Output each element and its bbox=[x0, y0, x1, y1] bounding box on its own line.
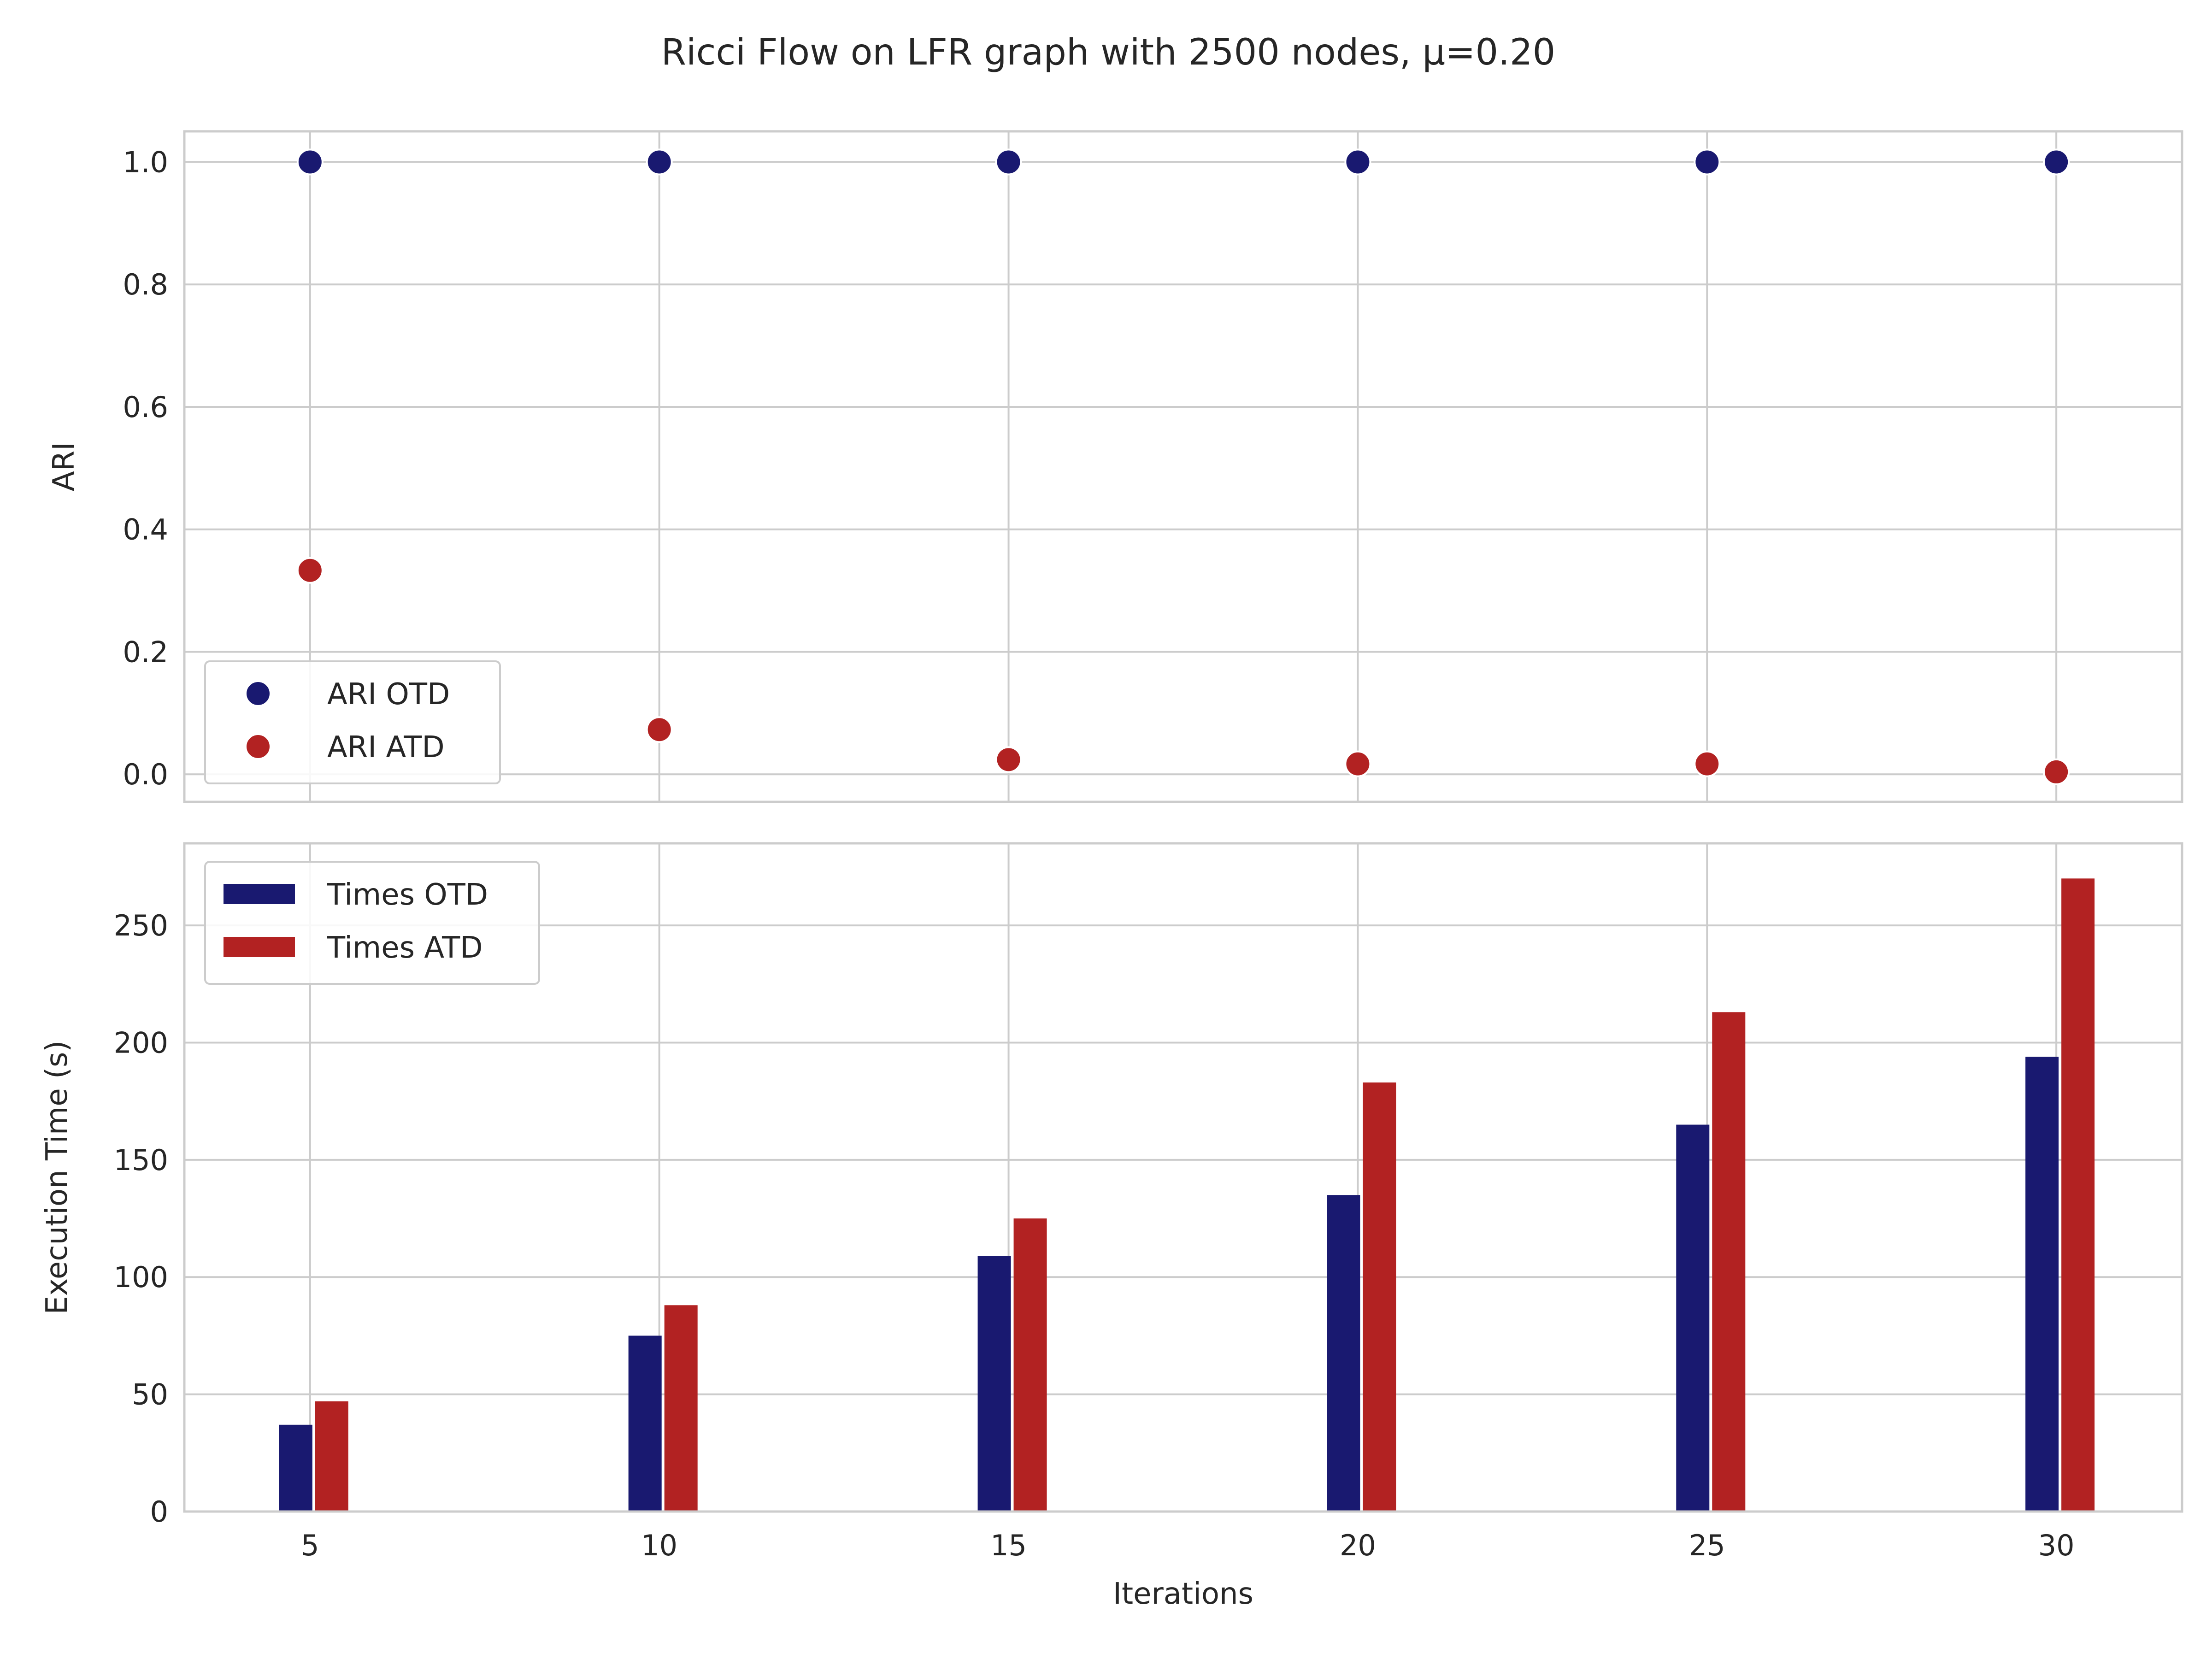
time-otd-bar bbox=[1676, 1124, 1710, 1512]
time-otd-bar bbox=[2025, 1056, 2059, 1512]
ari-axes-frame bbox=[183, 130, 2183, 803]
time-atd-bar bbox=[1013, 1218, 1047, 1512]
ari-y-tick-label: 0.2 bbox=[123, 635, 168, 669]
time-y-tick-label: 100 bbox=[114, 1260, 168, 1294]
ari-gridlines bbox=[184, 131, 2182, 802]
ari-points bbox=[296, 148, 2070, 785]
time-atd-bar bbox=[1712, 1012, 1746, 1512]
time-legend-swatch bbox=[224, 937, 295, 957]
x-tick-label: 15 bbox=[990, 1529, 1027, 1562]
time-y-tick-label: 200 bbox=[114, 1026, 168, 1059]
ari-otd-point bbox=[1694, 148, 1721, 176]
ari-atd-point bbox=[995, 746, 1022, 773]
x-tick-label: 20 bbox=[1340, 1529, 1376, 1562]
ari-otd-point bbox=[296, 148, 324, 176]
ari-y-tick-label: 0.4 bbox=[123, 513, 168, 547]
x-tick-label: 25 bbox=[1689, 1529, 1725, 1562]
ari-legend-label: ARI ATD bbox=[327, 730, 445, 765]
ari-y-tick-labels: 0.0 0.2 0.4 0.6 0.8 1.0 bbox=[123, 145, 168, 791]
time-otd-bar bbox=[1327, 1195, 1360, 1512]
ari-atd-point bbox=[1344, 750, 1371, 777]
ari-legend-marker bbox=[245, 733, 271, 760]
x-axis-label: Iterations bbox=[1113, 1577, 1253, 1611]
ari-atd-point bbox=[646, 716, 673, 743]
ari-legend-box bbox=[204, 660, 501, 784]
time-axes-frame bbox=[183, 842, 2183, 1513]
x-tick-label: 5 bbox=[301, 1529, 319, 1562]
time-otd-bar bbox=[279, 1424, 312, 1512]
time-atd-bar bbox=[1363, 1082, 1396, 1512]
time-x-tick-labels: 5 10 15 20 25 30 bbox=[301, 1529, 2075, 1562]
ari-y-tick-label: 1.0 bbox=[123, 145, 168, 179]
time-otd-bar bbox=[628, 1335, 662, 1512]
time-legend-label: Times ATD bbox=[327, 931, 483, 965]
ari-legend-label: ARI OTD bbox=[327, 677, 450, 712]
time-y-tick-label: 50 bbox=[132, 1378, 168, 1412]
time-y-tick-label: 250 bbox=[114, 909, 168, 942]
time-y-tick-label: 150 bbox=[114, 1143, 168, 1177]
ari-y-tick-label: 0.0 bbox=[123, 758, 168, 791]
time-atd-bar bbox=[664, 1305, 698, 1512]
time-otd-bar bbox=[977, 1256, 1011, 1512]
ari-y-tick-label: 0.6 bbox=[123, 390, 168, 424]
time-bars bbox=[279, 878, 2095, 1512]
time-panel: 0 50 100 150 200 250 5 10 15 20 25 30 Execution Ti… bbox=[40, 842, 2183, 1611]
ari-otd-point bbox=[1344, 148, 1371, 176]
time-legend: Times OTD Times ATD bbox=[204, 861, 540, 985]
ari-otd-point bbox=[2043, 148, 2070, 176]
chart-title: Ricci Flow on LFR graph with 2500 nodes,… bbox=[661, 32, 1555, 73]
time-y-axis-label: Execution Time (s) bbox=[40, 1041, 74, 1315]
ari-otd-point bbox=[646, 148, 673, 176]
time-atd-bar bbox=[2061, 878, 2095, 1512]
time-y-tick-label: 0 bbox=[150, 1495, 168, 1529]
ari-atd-point bbox=[1694, 750, 1721, 777]
time-legend-swatch bbox=[224, 884, 295, 904]
ari-legend-marker bbox=[245, 680, 271, 707]
time-y-tick-labels: 0 50 100 150 200 250 bbox=[114, 909, 168, 1529]
ari-otd-point bbox=[995, 148, 1022, 176]
ari-y-tick-label: 0.8 bbox=[123, 268, 168, 301]
ari-y-axis-label: ARI bbox=[47, 442, 81, 491]
ari-atd-point bbox=[2043, 758, 2070, 785]
x-tick-label: 10 bbox=[641, 1529, 677, 1562]
ari-panel: 0.0 0.2 0.4 0.6 0.8 1.0 ARI ARI OTD ARI ATD bbox=[47, 130, 2183, 803]
x-tick-label: 30 bbox=[2038, 1529, 2075, 1562]
ari-legend: ARI OTD ARI ATD bbox=[204, 660, 501, 784]
time-atd-bar bbox=[315, 1401, 348, 1512]
ari-atd-point bbox=[296, 557, 324, 584]
time-legend-label: Times OTD bbox=[327, 878, 488, 912]
